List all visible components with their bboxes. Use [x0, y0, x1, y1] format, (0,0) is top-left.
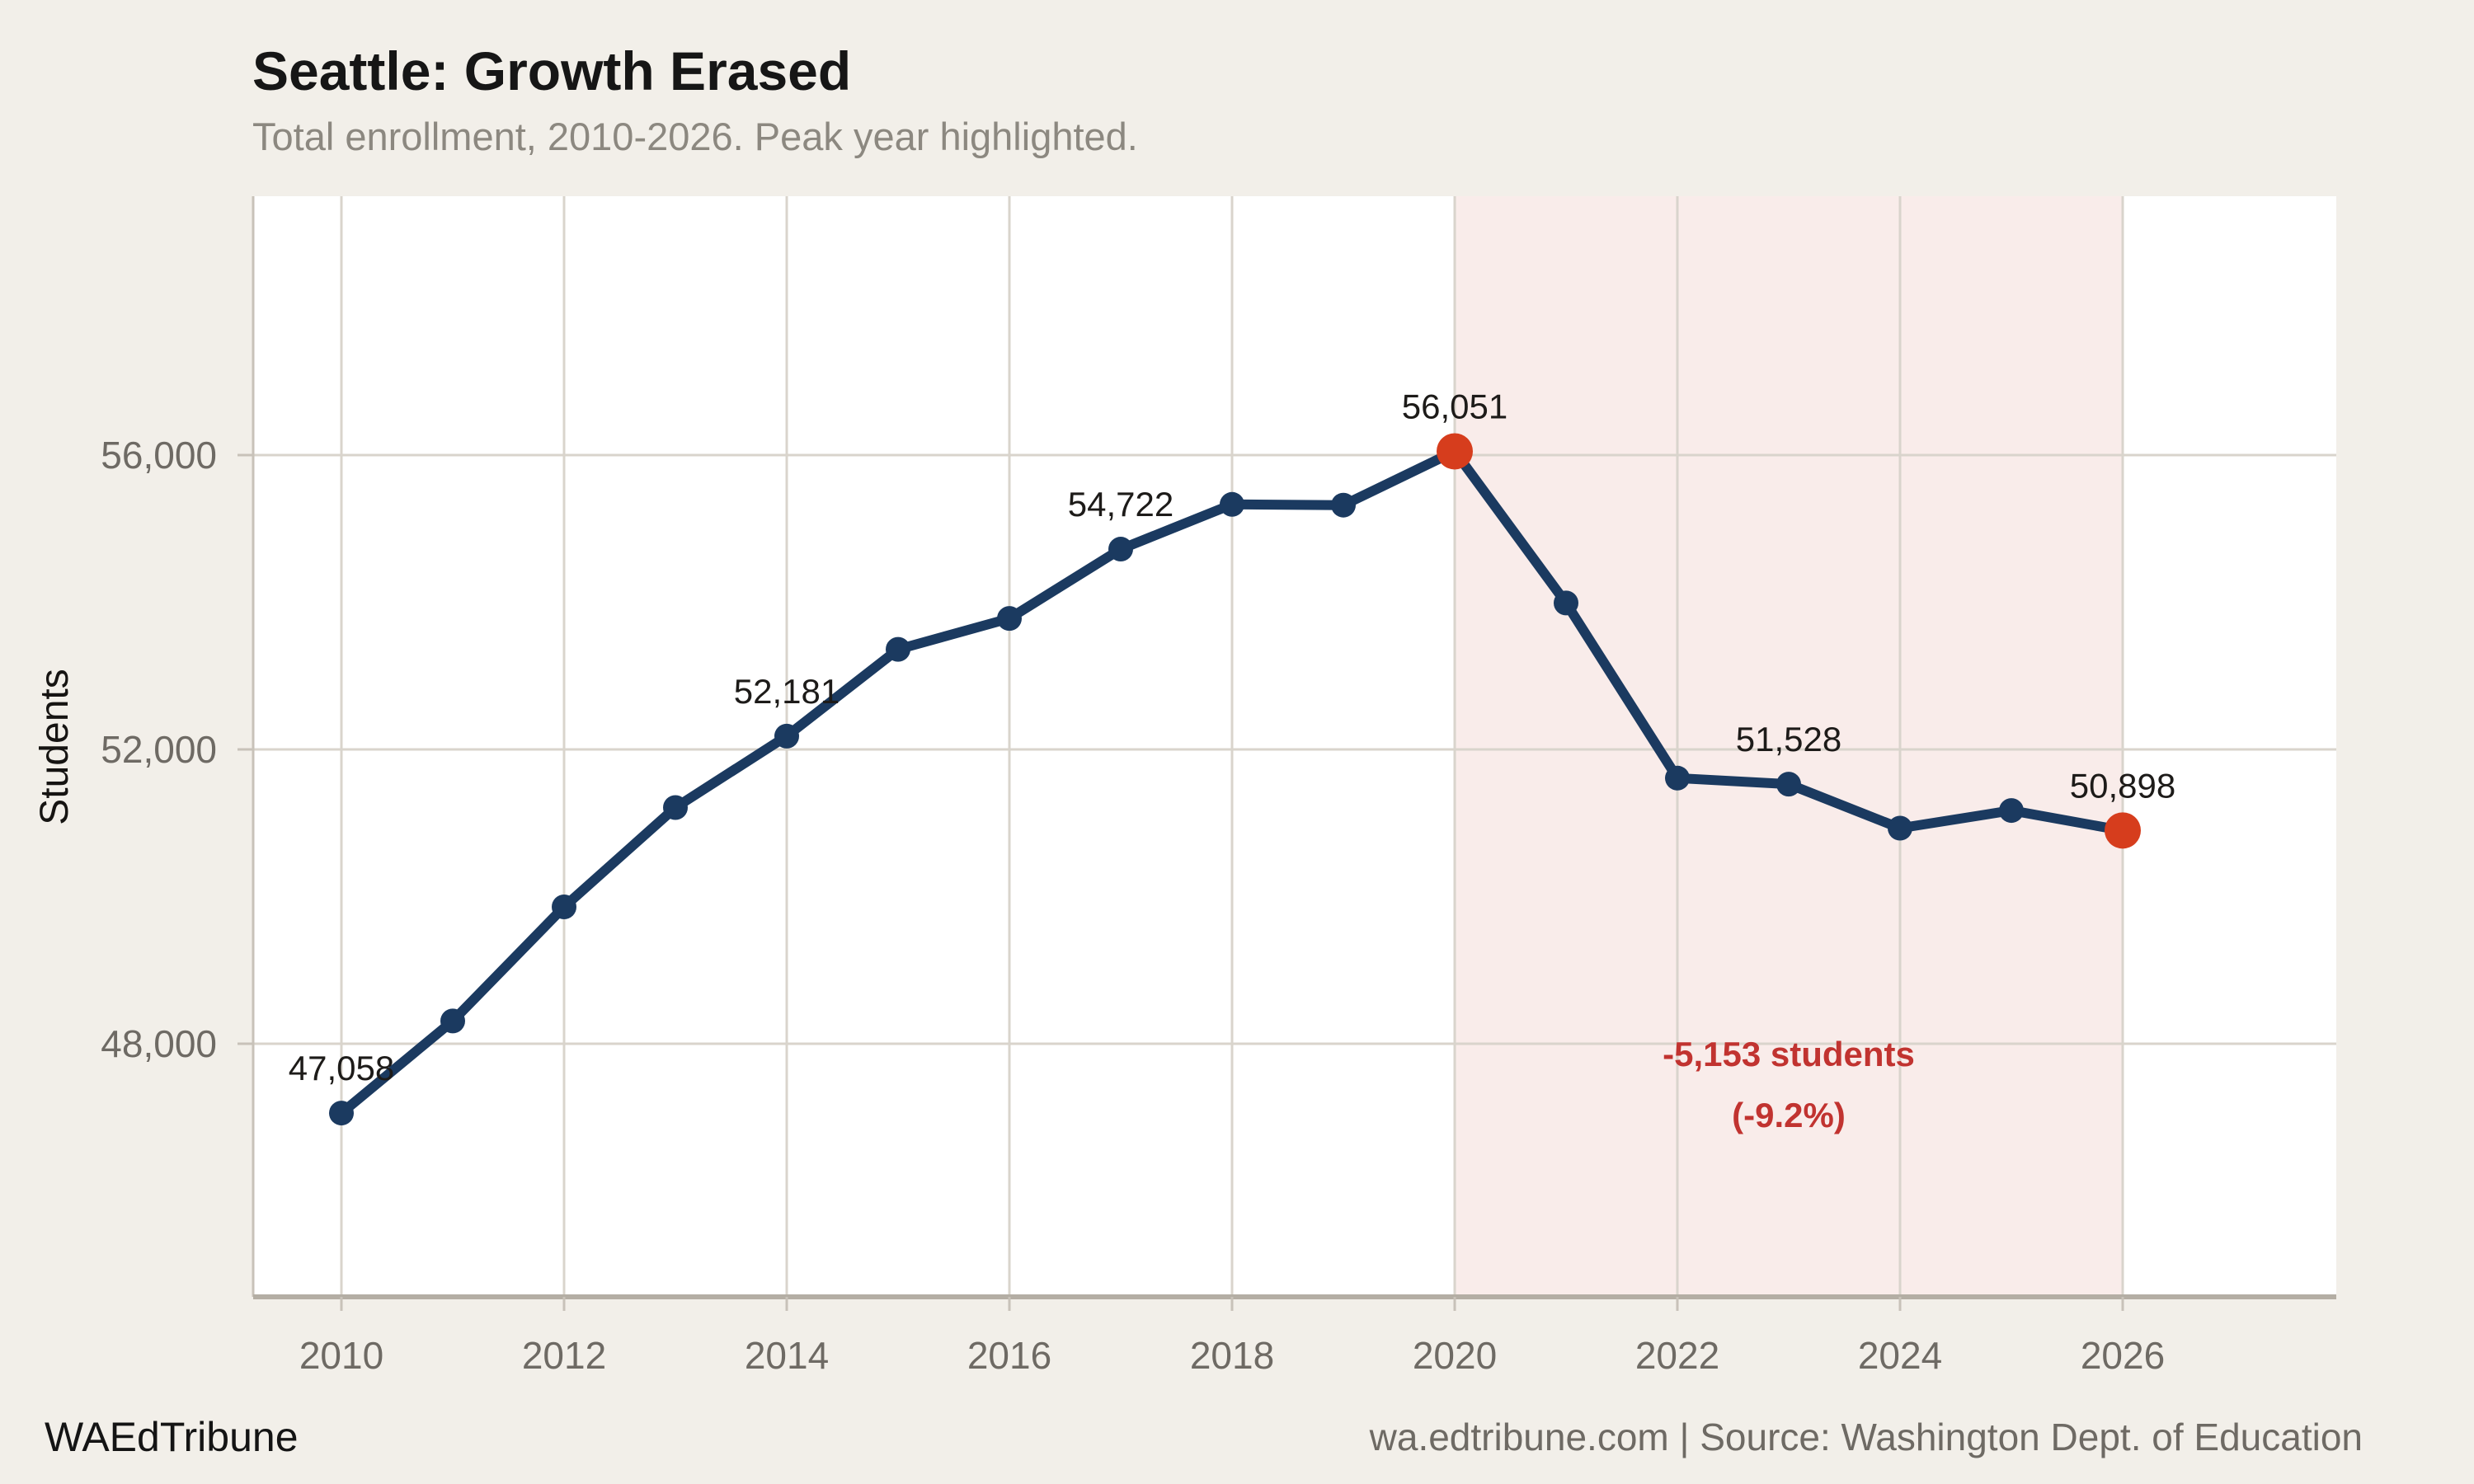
- point-value-label: 51,528: [1736, 720, 1841, 758]
- x-tick-label: 2014: [745, 1334, 829, 1377]
- x-tick-label: 2024: [1858, 1334, 1942, 1377]
- x-tick-label: 2012: [522, 1334, 606, 1377]
- data-point: [1108, 537, 1133, 562]
- point-value-label: 54,722: [1068, 485, 1174, 524]
- data-point: [1554, 590, 1578, 616]
- data-point: [440, 1008, 465, 1034]
- data-point: [997, 606, 1022, 632]
- x-tick-label: 2020: [1413, 1334, 1497, 1377]
- brand-wordmark: WAEdTribune: [45, 1414, 299, 1460]
- data-point: [329, 1101, 354, 1126]
- data-point: [1220, 491, 1244, 517]
- data-point: [886, 636, 910, 662]
- x-tick-label: 2022: [1635, 1334, 1719, 1377]
- x-tick-label: 2026: [2081, 1334, 2165, 1377]
- x-tick-label: 2016: [967, 1334, 1051, 1377]
- decline-annotation-line1: -5,153 students: [1663, 1035, 1915, 1073]
- point-value-label: 56,051: [1402, 387, 1507, 425]
- data-point: [1776, 772, 1801, 797]
- point-value-label: 47,058: [289, 1049, 394, 1087]
- source-attribution: wa.edtribune.com | Source: Washington De…: [1369, 1416, 2363, 1458]
- data-point: [1665, 765, 1690, 791]
- data-point: [1331, 492, 1356, 518]
- data-point: [663, 795, 688, 820]
- y-tick-label: 52,000: [101, 728, 217, 771]
- x-tick-label: 2018: [1190, 1334, 1274, 1377]
- point-value-label: 52,181: [734, 672, 840, 711]
- decline-annotation-line2: (-9.2%): [1732, 1096, 1846, 1134]
- highlight-point: [2105, 812, 2141, 849]
- y-tick-label: 48,000: [101, 1022, 217, 1065]
- chart-subtitle: Total enrollment, 2010-2026. Peak year h…: [252, 115, 1138, 158]
- decline-band: [1455, 196, 2123, 1297]
- highlight-point: [1437, 433, 1473, 470]
- y-tick-label: 56,000: [101, 434, 217, 477]
- y-axis-title: Students: [33, 669, 77, 824]
- data-point: [774, 723, 799, 749]
- point-value-label: 50,898: [2070, 766, 2175, 805]
- data-point: [1888, 815, 1912, 841]
- data-point: [552, 894, 576, 919]
- data-point: [1999, 798, 2024, 824]
- x-tick-label: 2010: [299, 1334, 383, 1377]
- chart-title: Seattle: Growth Erased: [252, 40, 852, 101]
